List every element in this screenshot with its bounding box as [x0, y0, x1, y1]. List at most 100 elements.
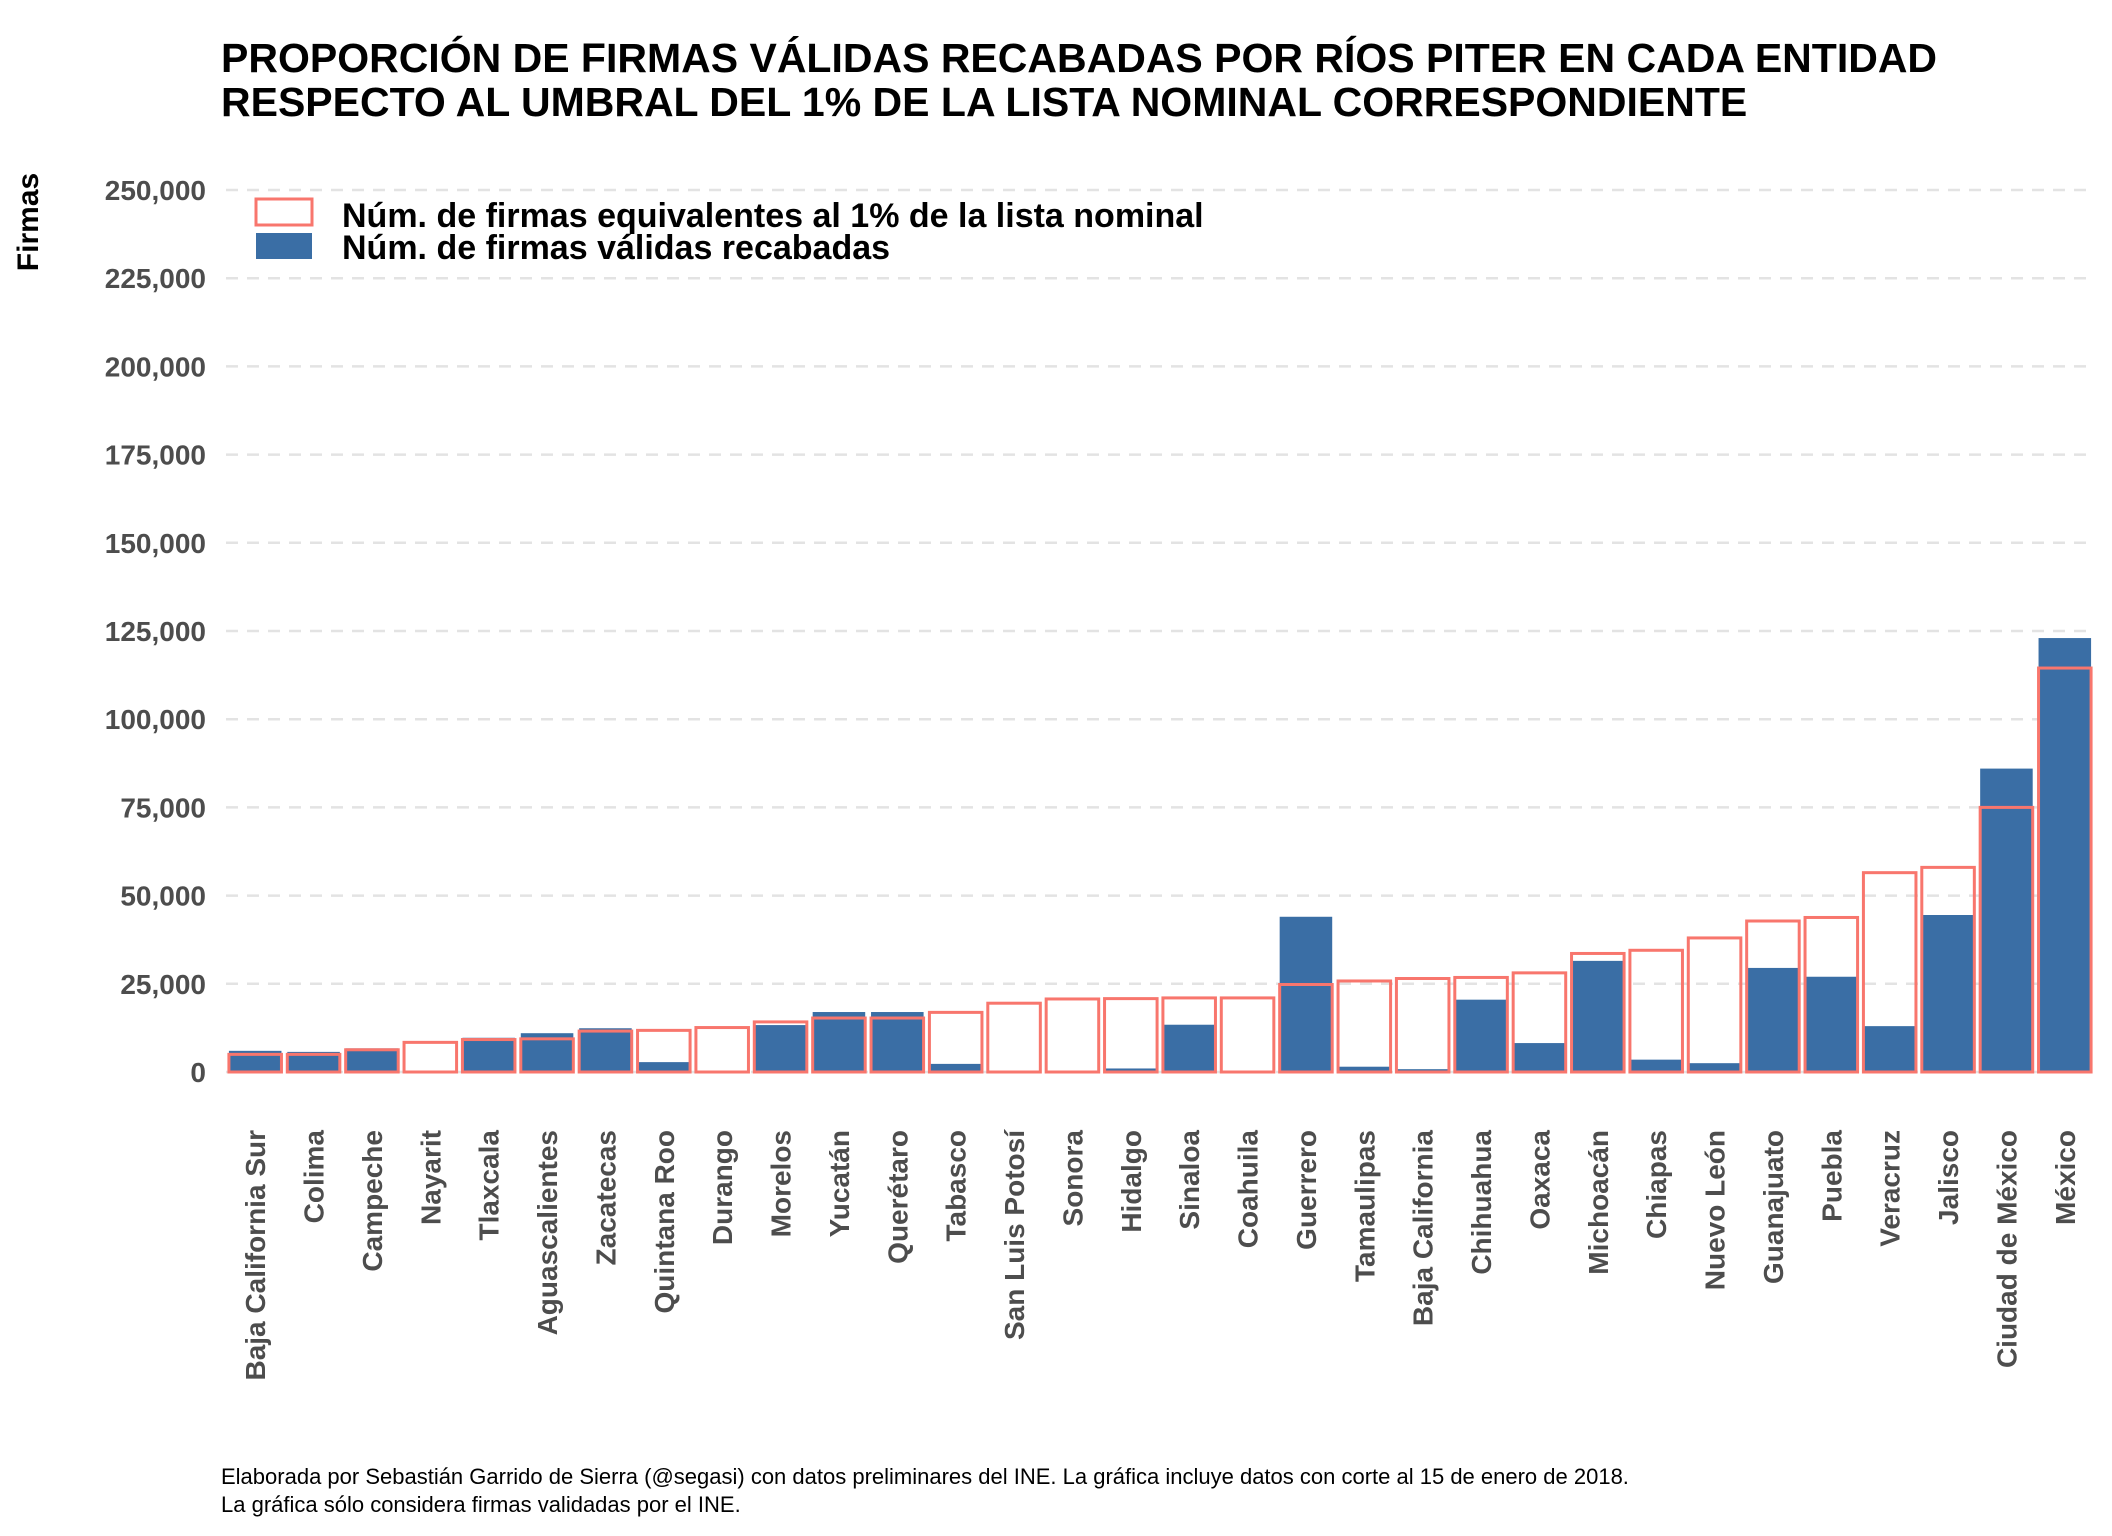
y-axis-label: Firmas [12, 173, 45, 271]
bar-threshold-6 [577, 1029, 634, 1074]
x-tick-label-7: Quintana Roo [649, 1130, 680, 1314]
x-tick-label-2: Campeche [357, 1130, 388, 1272]
x-tick-label-6: Zacatecas [590, 1130, 621, 1265]
y-tick-label-0: 0 [190, 1057, 206, 1088]
y-tick-label-5: 125,000 [105, 616, 206, 647]
bars [227, 638, 2093, 1074]
y-tick-label-8: 200,000 [105, 351, 206, 382]
y-tick-label-10: 250,000 [105, 175, 206, 206]
y-tick-label-3: 75,000 [120, 792, 206, 823]
bar-threshold-11 [869, 1016, 926, 1074]
x-tick-label-20: Baja California [1408, 1130, 1439, 1326]
bar-valid-10 [812, 1012, 866, 1072]
x-tick-label-14: Sonora [1057, 1130, 1088, 1227]
bar-valid-11 [871, 1012, 924, 1072]
chart-title-line-2: RESPECTO AL UMBRAL DEL 1% DE LA LISTA NO… [221, 79, 1747, 125]
bar-valid-4 [462, 1037, 515, 1072]
bar-threshold-3 [402, 1040, 459, 1074]
bar-valid-9 [754, 1025, 807, 1072]
x-tick-label-10: Yucatán [824, 1130, 855, 1237]
bar-threshold-16 [1161, 996, 1217, 1074]
y-tick-label-1: 25,000 [120, 969, 206, 1000]
bar-valid-12 [929, 1063, 982, 1072]
x-tick-label-21: Chihuahua [1466, 1130, 1497, 1275]
bar-threshold-4 [460, 1038, 517, 1074]
bar-valid-28 [1863, 1026, 1916, 1072]
bar-threshold-30 [1978, 805, 2035, 1074]
bar-threshold-19 [1336, 979, 1393, 1074]
bar-threshold-28 [1861, 871, 1918, 1074]
x-tick-label-15: Hidalgo [1116, 1130, 1147, 1233]
bar-valid-24 [1629, 1059, 1683, 1072]
bar-valid-16 [1162, 1024, 1216, 1072]
bar-threshold-29 [1920, 865, 1976, 1074]
x-tick-label-9: Morelos [766, 1130, 797, 1237]
x-tick-label-5: Aguascalientes [532, 1130, 563, 1335]
bar-valid-7 [637, 1062, 691, 1072]
legend-label-threshold: Núm. de firmas equivalentes al 1% de la … [342, 197, 1204, 235]
bar-valid-27 [1805, 976, 1858, 1072]
x-tick-label-26: Guanajuato [1758, 1130, 1789, 1284]
bar-threshold-7 [636, 1028, 692, 1074]
x-tick-label-13: San Luis Potosí [999, 1129, 1030, 1340]
x-tick-label-23: Michoacán [1583, 1130, 1614, 1275]
bar-threshold-5 [519, 1037, 575, 1074]
bar-threshold-15 [1103, 997, 1159, 1074]
bar-threshold-1 [285, 1052, 342, 1074]
x-tick-label-27: Puebla [1816, 1130, 1847, 1222]
bar-threshold-17 [1219, 996, 1276, 1074]
x-tick-label-3: Nayarit [415, 1130, 446, 1225]
bar-valid-1 [287, 1051, 340, 1072]
bar-valid-21 [1454, 999, 1508, 1072]
bar-threshold-24 [1628, 948, 1684, 1074]
bar-valid-19 [1338, 1066, 1391, 1072]
bar-valid-30 [1980, 768, 2033, 1072]
bar-threshold-9 [752, 1020, 809, 1074]
x-tick-label-22: Oaxaca [1524, 1130, 1555, 1230]
bar-valid-22 [1513, 1043, 1566, 1072]
bar-threshold-27 [1803, 915, 1860, 1074]
x-tick-label-17: Coahuila [1233, 1130, 1264, 1249]
x-tick-label-29: Jalisco [1933, 1130, 1964, 1225]
bar-valid-18 [1279, 916, 1333, 1072]
y-tick-label-7: 175,000 [105, 440, 206, 471]
bar-threshold-23 [1570, 951, 1626, 1074]
x-tick-label-11: Querétaro [882, 1130, 913, 1264]
bar-valid-26 [1746, 967, 1800, 1072]
bar-threshold-26 [1745, 919, 1801, 1074]
bar-valid-2 [345, 1048, 399, 1072]
bar-threshold-25 [1686, 936, 1743, 1074]
bar-threshold-21 [1453, 975, 1509, 1074]
bar-threshold-22 [1511, 971, 1568, 1074]
bar-valid-23 [1571, 960, 1625, 1072]
y-tick-label-6: 150,000 [105, 528, 206, 559]
bar-valid-6 [579, 1028, 632, 1072]
caption-line-2: La gráfica sólo considera firmas validad… [221, 1492, 741, 1517]
bar-valid-31 [2038, 638, 2092, 1072]
bar-threshold-14 [1044, 997, 1101, 1074]
legend-key-threshold [254, 197, 314, 227]
x-tick-label-16: Sinaloa [1174, 1130, 1205, 1230]
x-tick-label-30: Ciudad de México [1991, 1130, 2022, 1368]
bar-valid-25 [1688, 1063, 1741, 1072]
bar-valid-29 [1921, 915, 1975, 1072]
x-tick-label-25: Nuevo León [1700, 1130, 1731, 1290]
bar-valid-15 [1104, 1068, 1158, 1072]
caption-line-1: Elaborada por Sebastián Garrido de Sierr… [221, 1464, 1629, 1489]
x-tick-label-0: Baja California Sur [240, 1130, 271, 1381]
bar-threshold-31 [2037, 666, 2093, 1074]
y-tick-label-2: 50,000 [120, 881, 206, 912]
bar-threshold-18 [1278, 983, 1334, 1074]
y-tick-label-4: 100,000 [105, 704, 206, 735]
x-tick-label-1: Colima [299, 1130, 330, 1224]
x-tick-label-8: Durango [707, 1130, 738, 1245]
x-tick-label-28: Veracruz [1875, 1130, 1906, 1247]
bar-threshold-13 [986, 1001, 1042, 1074]
y-tick-label-9: 225,000 [105, 263, 206, 294]
x-tick-label-4: Tlaxcala [474, 1130, 505, 1241]
chart-title-line-1: PROPORCIÓN DE FIRMAS VÁLIDAS RECABADAS P… [221, 35, 1937, 81]
bar-threshold-2 [344, 1048, 400, 1074]
legend-key-valid [256, 233, 312, 259]
x-axis-ticks: Baja California Sur Colima Campeche Nayarit… [240, 1129, 2081, 1381]
